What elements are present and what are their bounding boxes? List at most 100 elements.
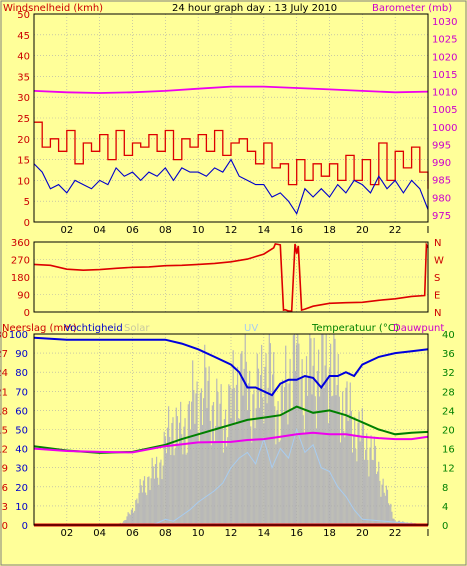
wind-panel-left-tick-label: 20 xyxy=(17,135,30,146)
humidity-axis-label: Vochtigheid xyxy=(64,323,123,334)
wind-panel-right-tick-label: 1010 xyxy=(432,88,457,99)
climate-panel-rain-tick-label: 21 xyxy=(0,387,8,398)
climate-panel-x-tick-label: 18 xyxy=(323,528,336,539)
wind-panel-right-tick-label: 1020 xyxy=(432,52,457,63)
climate-panel-humidity-left-tick-label: 50 xyxy=(15,426,28,437)
wind-panel-x-tick-label: I xyxy=(427,225,430,236)
wind-direction-line xyxy=(33,241,429,312)
wind-panel-right-tick-label: 1000 xyxy=(432,123,457,134)
climate-panel-rain-tick-label: 27 xyxy=(0,349,8,360)
climate-panel-x-tick-label: 22 xyxy=(389,528,402,539)
wind-panel-x-tick-label: 04 xyxy=(93,225,106,236)
climate-panel-x-tick-label: 12 xyxy=(225,528,238,539)
climate-panel-humidity-left-tick-label: 20 xyxy=(15,483,28,494)
climate-panel-rain-tick-label: 12 xyxy=(0,445,8,456)
wind-panel-x-tick-label: 10 xyxy=(192,225,205,236)
climate-panel-right-tick-label: 40 xyxy=(442,330,455,341)
climate-panel-humidity-left-tick-label: 10 xyxy=(15,502,28,513)
climate-panel-right-tick-label: 12 xyxy=(442,464,455,475)
climate-panel-rain-tick-label: 3 xyxy=(2,502,8,513)
climate-panel-right-tick-label: 8 xyxy=(442,483,448,494)
wind-panel-right-tick-label: 990 xyxy=(432,158,451,169)
climate-panel-humidity-left-tick-label: 60 xyxy=(15,406,28,417)
wind-average-line xyxy=(33,158,429,215)
climate-panel-rain-tick-label: 0 xyxy=(2,521,8,532)
wind-panel-left-tick-label: 35 xyxy=(17,72,30,83)
wind-panel-x-tick-label: 16 xyxy=(290,225,303,236)
wind-panel-right-tick-label: 1025 xyxy=(432,35,457,46)
climate-panel-right-tick-label: 16 xyxy=(442,445,455,456)
wind-panel-x-tick-label: 12 xyxy=(225,225,238,236)
direction-panel-right-tick-label: N xyxy=(434,308,441,319)
climate-panel-humidity-left-tick-label: 80 xyxy=(15,368,28,379)
wind-panel-right-tick-label: 980 xyxy=(432,193,451,204)
wind-panel-left-tick-label: 10 xyxy=(17,176,30,187)
wind-panel-x-tick-label: 02 xyxy=(60,225,73,236)
dewpoint-line xyxy=(33,431,429,454)
climate-panel-x-tick-label: 04 xyxy=(93,528,106,539)
climate-panel-x-tick-label: 06 xyxy=(126,528,139,539)
humidity-line xyxy=(33,336,429,397)
climate-panel-x-tick-label: 10 xyxy=(192,528,205,539)
climate-panel-rain-tick-label: 18 xyxy=(0,406,8,417)
wind-panel-right-tick-label: 995 xyxy=(432,140,451,151)
barometer-line xyxy=(33,85,429,94)
direction-panel-right-tick-label: E xyxy=(434,291,440,302)
wind-panel-right-tick-label: 1015 xyxy=(432,70,457,81)
direction-panel-left-tick-label: 0 xyxy=(24,308,30,319)
climate-panel-rain-tick-label: 15 xyxy=(0,426,8,437)
climate-panel-rain-tick-label: 9 xyxy=(2,464,8,475)
solar-bars xyxy=(116,334,428,525)
wind-panel-right-tick-label: 1005 xyxy=(432,105,457,116)
direction-panel-left-tick-label: 180 xyxy=(11,273,30,284)
direction-panel-left-tick-label: 270 xyxy=(11,256,30,267)
graph-title: 24 hour graph day : 13 July 2010 xyxy=(172,3,337,14)
wind-panel-left-tick-label: 5 xyxy=(24,197,30,208)
climate-panel-humidity-left-tick-label: 30 xyxy=(15,464,28,475)
direction-panel-right-tick-label: W xyxy=(434,256,444,267)
wind-axis-label: Windsnelheid (kmh) xyxy=(3,3,103,14)
dewpoint-axis-label: Dauwpunt xyxy=(393,323,444,334)
barometer-axis-label: Barometer (mb) xyxy=(372,3,452,14)
climate-panel-x-tick-label: 02 xyxy=(60,528,73,539)
wind-panel-frame xyxy=(33,13,429,223)
wind-panel-left-tick-label: 30 xyxy=(17,93,30,104)
wind-panel-left-tick-label: 25 xyxy=(17,114,30,125)
wind-panel-x-tick-label: 20 xyxy=(356,225,369,236)
climate-panel-x-tick-label: I xyxy=(427,528,430,539)
wind-panel-x-tick-label: 18 xyxy=(323,225,336,236)
direction-panel-left-tick-label: 90 xyxy=(17,291,30,302)
direction-panel-right-tick-label: S xyxy=(434,273,440,284)
climate-panel-right-tick-label: 4 xyxy=(442,502,448,513)
wind-panel-right-tick-label: 1030 xyxy=(432,17,457,28)
climate-panel-humidity-left-tick-label: 70 xyxy=(15,387,28,398)
climate-panel-humidity-left-tick-label: 100 xyxy=(9,330,28,341)
climate-panel-humidity-left-tick-label: 90 xyxy=(15,349,28,360)
climate-panel-x-tick-label: 08 xyxy=(159,528,172,539)
wind-panel-right-tick-label: 975 xyxy=(432,211,451,222)
wind-panel-left-tick-label: 15 xyxy=(17,156,30,167)
direction-panel-right-tick-label: N xyxy=(434,238,441,249)
uv-label: UV xyxy=(244,323,258,334)
climate-panel-rain-tick-label: 6 xyxy=(2,483,8,494)
climate-panel-x-tick-label: 14 xyxy=(257,528,270,539)
uv-line xyxy=(34,427,429,526)
climate-panel-right-tick-label: 20 xyxy=(442,426,455,437)
climate-panel-frame xyxy=(33,333,429,526)
wind-panel-left-tick-label: 45 xyxy=(17,31,30,42)
climate-panel-x-tick-label: 20 xyxy=(356,528,369,539)
wind-panel-right-tick-label: 985 xyxy=(432,176,451,187)
wind-panel-x-tick-label: 22 xyxy=(389,225,402,236)
temperature-axis-label: Temperatuur (°C) xyxy=(311,323,399,334)
climate-panel-rain-tick-label: 30 xyxy=(0,330,8,341)
climate-panel-right-tick-label: 32 xyxy=(442,368,455,379)
wind-panel-left-tick-label: 40 xyxy=(17,52,30,63)
climate-panel-right-tick-label: 36 xyxy=(442,349,455,360)
direction-panel-left-tick-label: 360 xyxy=(11,238,30,249)
wind-panel-x-tick-label: 08 xyxy=(159,225,172,236)
climate-panel-x-tick-label: 16 xyxy=(290,528,303,539)
direction-panel-frame xyxy=(33,241,429,313)
solar-label: Solar xyxy=(124,323,150,334)
